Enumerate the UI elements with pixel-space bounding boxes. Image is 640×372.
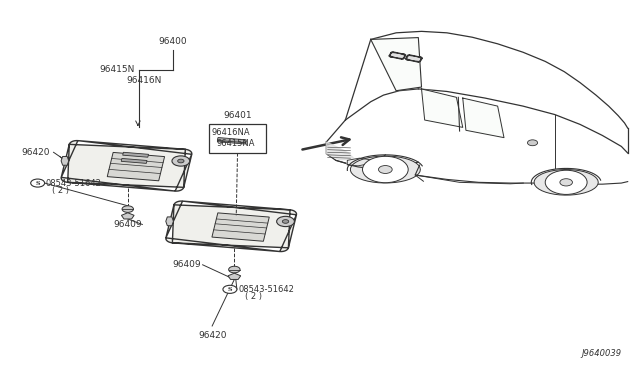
Circle shape	[545, 170, 587, 195]
Circle shape	[527, 140, 538, 146]
Text: 96401: 96401	[223, 111, 252, 120]
Text: J9640039: J9640039	[581, 349, 621, 358]
Polygon shape	[166, 201, 296, 251]
Polygon shape	[228, 273, 241, 279]
Circle shape	[560, 179, 572, 186]
Text: 08543-51642: 08543-51642	[46, 179, 102, 187]
Circle shape	[276, 217, 294, 227]
Circle shape	[172, 156, 189, 166]
Text: 96420: 96420	[22, 148, 51, 157]
Polygon shape	[389, 52, 406, 60]
Text: 96409: 96409	[173, 260, 202, 269]
Polygon shape	[61, 141, 192, 191]
Polygon shape	[218, 139, 246, 144]
Polygon shape	[61, 157, 68, 165]
Text: 96409: 96409	[114, 220, 143, 229]
Circle shape	[122, 206, 134, 212]
Circle shape	[378, 166, 392, 173]
Polygon shape	[422, 89, 463, 127]
Bar	[209, 124, 266, 153]
Polygon shape	[326, 142, 355, 160]
Text: ( 2 ): ( 2 )	[245, 292, 262, 301]
Polygon shape	[122, 213, 134, 219]
Circle shape	[31, 179, 45, 187]
Polygon shape	[534, 170, 598, 195]
Text: S: S	[35, 180, 40, 186]
Polygon shape	[218, 138, 246, 143]
Text: S: S	[228, 287, 232, 292]
Text: 96415NA: 96415NA	[216, 139, 255, 148]
Text: 96416NA: 96416NA	[211, 128, 250, 137]
Polygon shape	[108, 153, 164, 181]
Polygon shape	[212, 213, 269, 241]
Circle shape	[282, 219, 289, 223]
Polygon shape	[121, 158, 147, 163]
Polygon shape	[463, 98, 504, 138]
Polygon shape	[351, 156, 420, 183]
Text: 08543-51642: 08543-51642	[239, 285, 294, 294]
Polygon shape	[371, 38, 422, 91]
Circle shape	[223, 285, 237, 294]
Text: 96415N: 96415N	[100, 65, 135, 74]
Text: 96400: 96400	[159, 37, 187, 46]
Polygon shape	[123, 152, 148, 157]
Text: 96420: 96420	[198, 331, 227, 340]
Polygon shape	[405, 55, 422, 62]
Text: ( 2 ): ( 2 )	[52, 186, 69, 195]
Polygon shape	[348, 158, 369, 166]
Circle shape	[178, 159, 184, 163]
Polygon shape	[166, 217, 173, 226]
Text: 96416N: 96416N	[127, 76, 162, 85]
Circle shape	[228, 266, 240, 273]
Circle shape	[362, 156, 408, 183]
